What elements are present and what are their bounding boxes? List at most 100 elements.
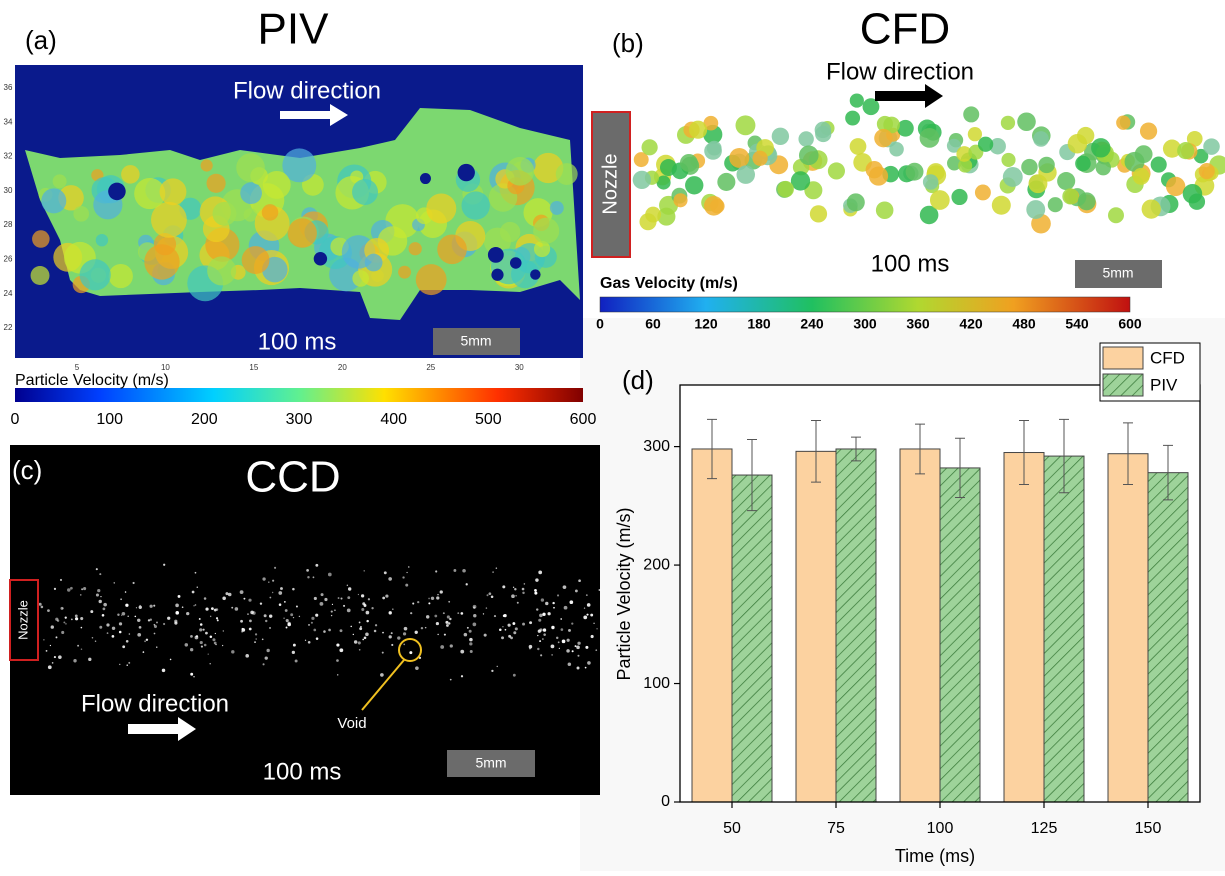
particle-spot (255, 638, 257, 640)
particle-spot (482, 613, 485, 615)
velocity-blob (499, 221, 521, 243)
particle-spot (203, 597, 207, 600)
particle-spot (445, 620, 449, 624)
colorbar-tick-label: 540 (1065, 316, 1089, 332)
particle-spot (74, 617, 79, 621)
particle (974, 184, 991, 201)
particle (1075, 155, 1091, 172)
particle-spot (118, 630, 122, 634)
particle-spot (577, 654, 580, 657)
particle-spot (499, 628, 502, 632)
bar (835, 448, 877, 803)
particle (1017, 112, 1036, 132)
particle-spot (174, 621, 178, 625)
particle-spot (91, 636, 94, 639)
particle-spot (181, 606, 184, 609)
particle (1028, 174, 1048, 194)
particle-spot (58, 655, 62, 659)
velocity-blob (206, 173, 226, 193)
particle-spot (128, 633, 131, 635)
particle (1188, 193, 1206, 210)
error-bar (707, 418, 717, 480)
particle (815, 125, 832, 143)
particle (790, 171, 811, 191)
particle-spot (502, 585, 506, 589)
particle (1177, 142, 1195, 160)
particle-spot (111, 634, 115, 638)
x-tick-label: 25 (426, 363, 435, 372)
particle-spot (194, 571, 197, 574)
ccd-image (10, 445, 600, 795)
particle-spot (99, 573, 102, 576)
particle-spot (128, 661, 131, 664)
particle-spot (571, 650, 574, 653)
particle-spot (80, 617, 84, 621)
particle-spot (472, 604, 477, 609)
error-bar (915, 423, 925, 475)
x-tick-label: 125 (1031, 820, 1058, 837)
void-blob (530, 269, 541, 280)
particle-spot (311, 616, 315, 620)
particle-spot (51, 662, 54, 664)
particle (639, 213, 657, 231)
velocity-blob (150, 201, 187, 238)
particle-spot (98, 599, 102, 604)
particle-spot (576, 645, 580, 650)
scale-bar-label: 5mm (475, 755, 506, 771)
particle-spot (137, 632, 142, 637)
particle-spot (343, 604, 346, 607)
particle-spot (485, 607, 488, 609)
x-tick-label: 5 (75, 363, 80, 372)
particle (706, 140, 722, 156)
particle-spot (540, 654, 543, 657)
particle (1002, 167, 1023, 187)
particle-spot (535, 578, 539, 582)
velocity-blob (352, 179, 379, 205)
velocity-blob (555, 163, 578, 185)
particle-spot (392, 608, 394, 610)
particle-spot (596, 628, 598, 630)
particle-spot (586, 603, 591, 607)
particle-spot (290, 613, 294, 617)
error-bar (747, 438, 757, 512)
panel-title: CCD (245, 453, 340, 502)
particle-spot (153, 623, 156, 626)
particle-spot (313, 596, 317, 601)
particle-spot (508, 634, 512, 638)
particle-spot (536, 608, 539, 611)
velocity-blob (240, 182, 262, 205)
error-bar (1123, 422, 1133, 486)
particle-spot (406, 571, 408, 574)
particle-spot (211, 607, 214, 611)
particle (1162, 139, 1182, 158)
particle-spot (205, 631, 208, 635)
particle (958, 158, 973, 173)
particle-spot (545, 601, 549, 606)
velocity-blob (41, 188, 67, 214)
particle-spot (117, 613, 120, 616)
particle-spot (156, 646, 158, 648)
particle-spot (593, 622, 595, 624)
particle-spot (523, 583, 526, 585)
particle-spot (324, 597, 328, 602)
particle-spot (215, 608, 219, 611)
colorbar-tick-label: 360 (906, 316, 930, 332)
particle-spot (507, 623, 511, 627)
particle-spot (446, 624, 449, 627)
particle-spot (167, 616, 171, 620)
particle-spot (308, 624, 310, 626)
particle-spot (231, 650, 235, 654)
scale-bar (433, 328, 520, 355)
velocity-blob (408, 242, 422, 256)
particle-spot (528, 644, 533, 649)
particle-spot (583, 607, 586, 609)
particle (679, 153, 698, 172)
particle-spot (428, 602, 431, 605)
y-tick-label: 300 (643, 438, 670, 455)
particle-spot (262, 577, 266, 581)
particle-spot (504, 628, 507, 631)
particle-spot (327, 572, 332, 577)
particle-spot (94, 640, 97, 642)
particle-spot (492, 571, 494, 573)
y-tick-label: 34 (4, 117, 13, 126)
